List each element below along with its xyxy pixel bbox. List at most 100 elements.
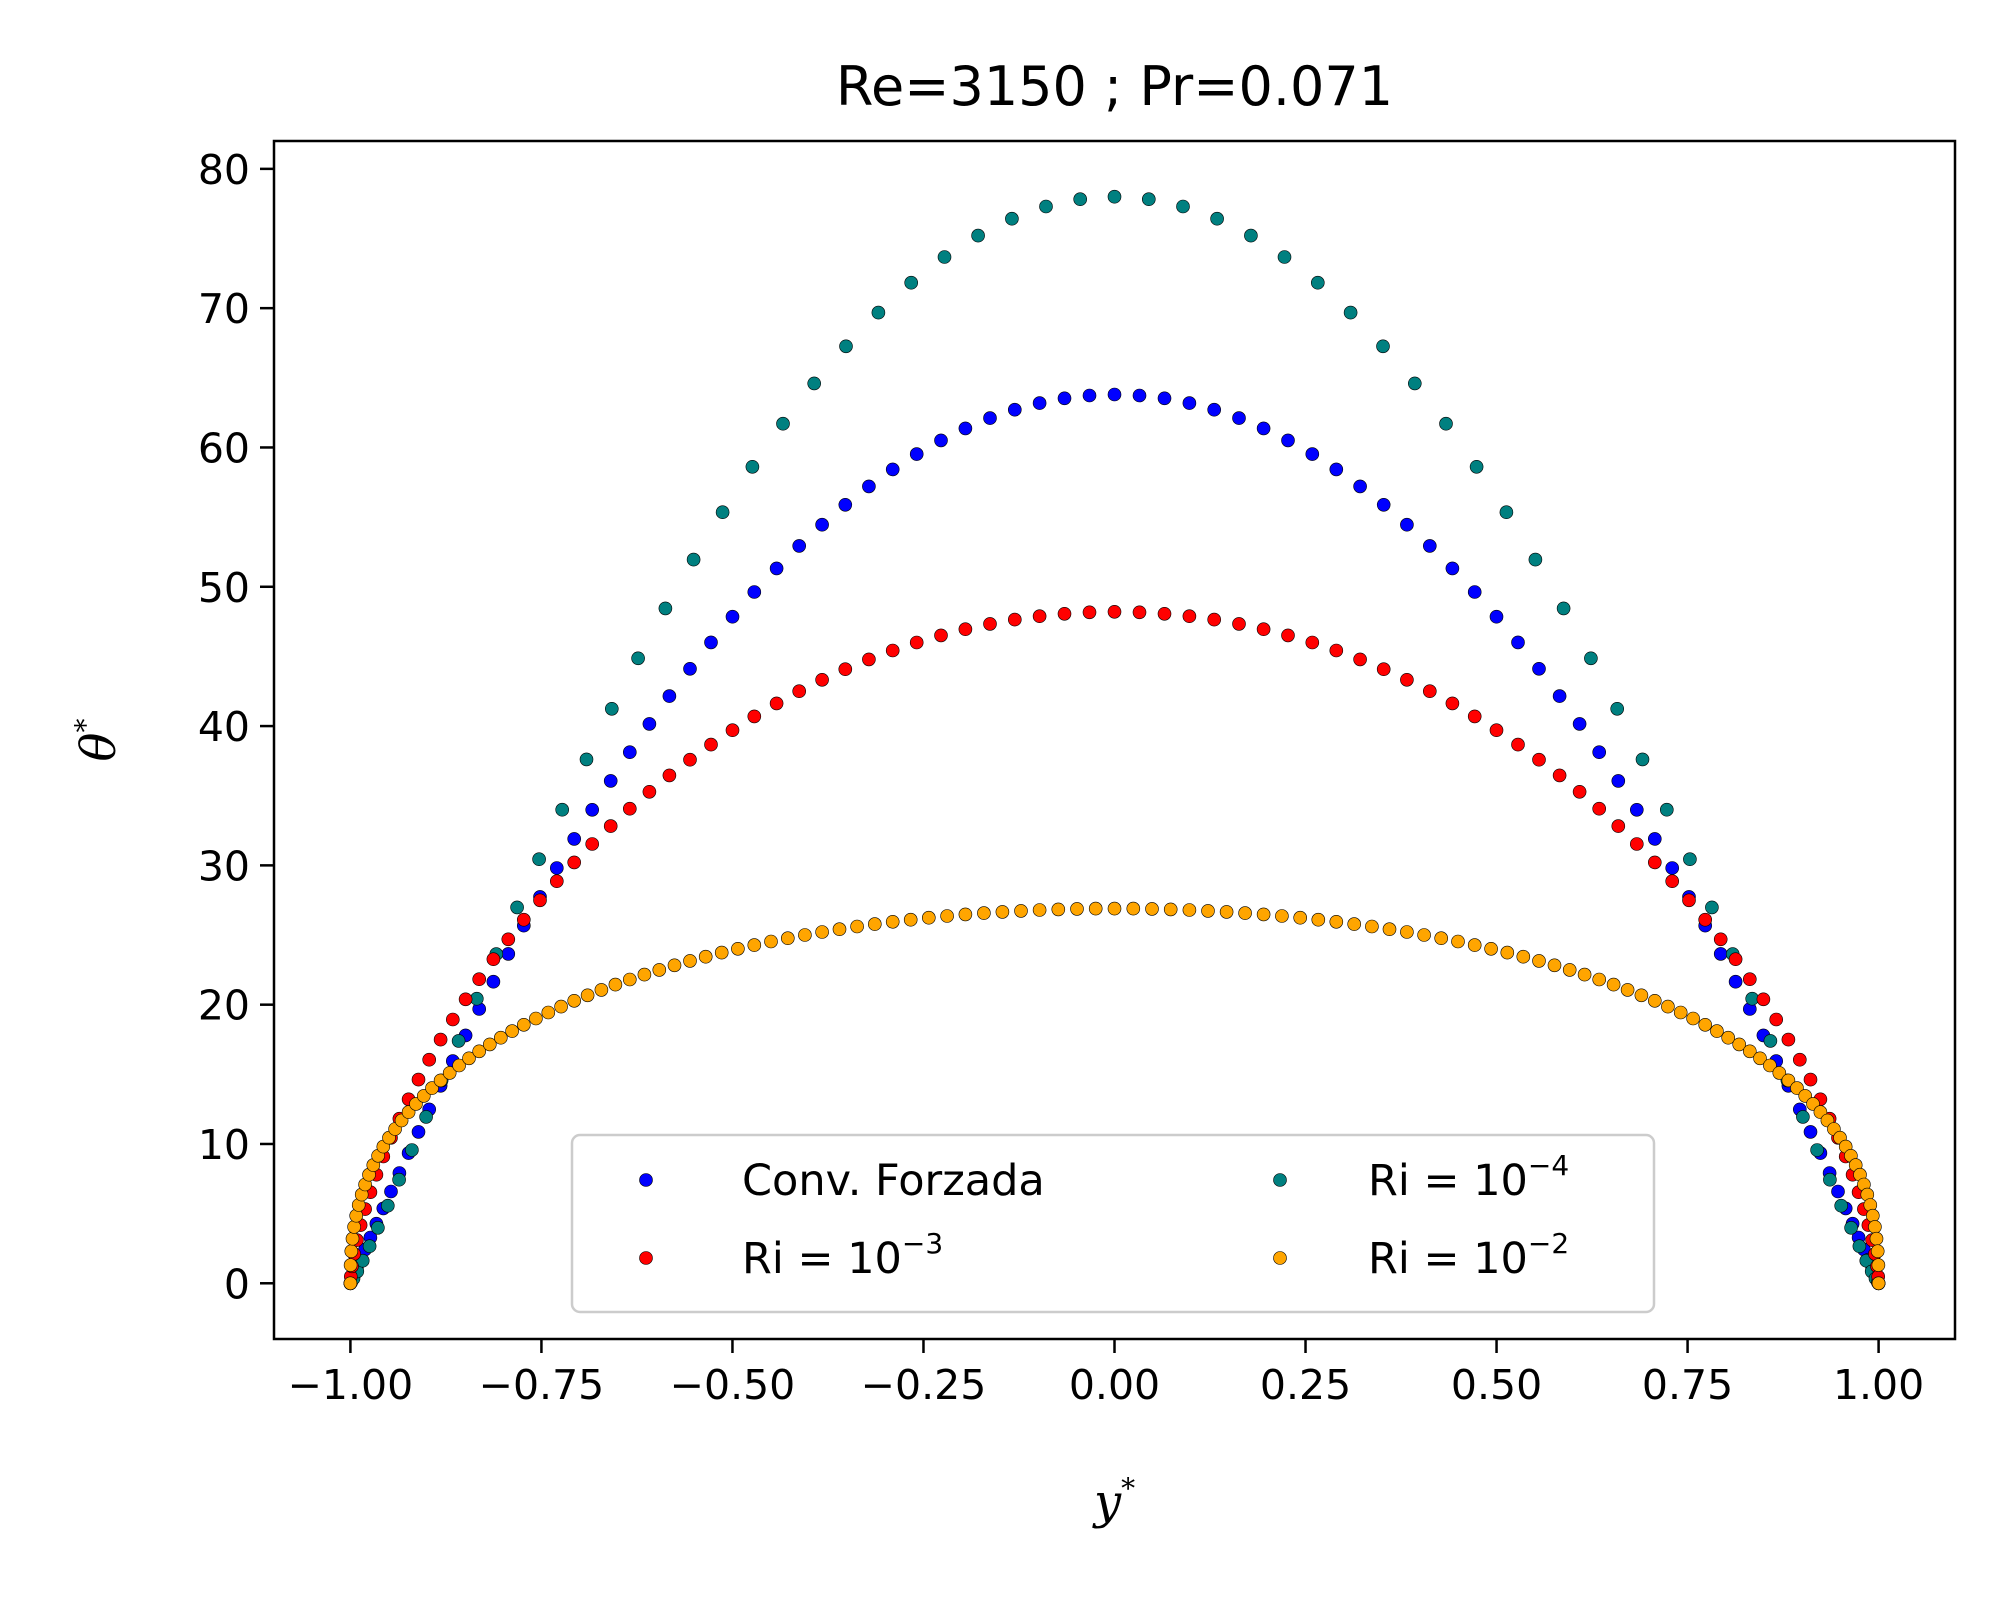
data-point bbox=[1660, 802, 1674, 817]
data-point bbox=[862, 479, 876, 494]
data-point bbox=[1014, 904, 1028, 918]
data-point bbox=[585, 837, 600, 851]
legend-label: Ri = 10−3 bbox=[742, 1227, 943, 1284]
data-point bbox=[1606, 977, 1621, 992]
data-point bbox=[505, 1024, 519, 1038]
data-point bbox=[1467, 585, 1482, 599]
y-tick-label: 50 bbox=[198, 564, 250, 612]
data-point bbox=[747, 938, 762, 952]
data-point bbox=[1210, 211, 1224, 226]
data-point bbox=[501, 932, 516, 947]
data-point bbox=[764, 934, 778, 949]
legend-label-base: Ri = 10 bbox=[1368, 1234, 1528, 1284]
data-point bbox=[1201, 904, 1215, 918]
data-point bbox=[345, 1231, 360, 1246]
data-point bbox=[1665, 874, 1679, 889]
data-point bbox=[1528, 552, 1543, 567]
data-point bbox=[529, 1011, 543, 1026]
data-point bbox=[1683, 852, 1697, 867]
data-point bbox=[1772, 1066, 1787, 1080]
data-point bbox=[1620, 983, 1635, 997]
data-point bbox=[1126, 901, 1141, 916]
legend-marker bbox=[639, 1251, 653, 1265]
data-point bbox=[1698, 1018, 1712, 1032]
data-point bbox=[867, 917, 882, 931]
data-point bbox=[731, 941, 745, 956]
data-point bbox=[1145, 902, 1159, 916]
data-point bbox=[501, 947, 516, 961]
data-point bbox=[1157, 606, 1172, 621]
data-point bbox=[1728, 974, 1743, 989]
data-point bbox=[1793, 1052, 1807, 1067]
data-point bbox=[452, 1058, 466, 1073]
data-point bbox=[1107, 604, 1122, 619]
data-point bbox=[1871, 1258, 1886, 1272]
data-point bbox=[1347, 917, 1361, 931]
data-point bbox=[1408, 376, 1422, 391]
data-point bbox=[1445, 561, 1460, 576]
data-point bbox=[1682, 893, 1696, 908]
data-points bbox=[343, 189, 1886, 1291]
data-point bbox=[343, 1258, 358, 1272]
data-point bbox=[1182, 609, 1197, 624]
legend-marker bbox=[639, 1173, 653, 1187]
series-1-points bbox=[343, 189, 1886, 1291]
data-point bbox=[1803, 1125, 1818, 1139]
data-point bbox=[1311, 912, 1326, 927]
data-point bbox=[1728, 952, 1743, 967]
data-point bbox=[1592, 801, 1606, 816]
chart-title: Re=3150 ; Pr=0.071 bbox=[836, 55, 1393, 118]
data-point bbox=[934, 628, 948, 643]
data-point bbox=[1577, 967, 1592, 982]
data-point bbox=[622, 801, 637, 816]
data-point bbox=[1610, 701, 1624, 716]
data-point bbox=[1698, 912, 1712, 927]
data-point bbox=[458, 992, 473, 1007]
data-point bbox=[1107, 901, 1122, 916]
data-point bbox=[904, 275, 919, 290]
data-point bbox=[411, 1072, 426, 1087]
data-point bbox=[1032, 396, 1047, 410]
data-point bbox=[662, 689, 677, 703]
data-point bbox=[839, 339, 853, 354]
data-point bbox=[1073, 192, 1087, 206]
data-point bbox=[871, 305, 886, 320]
legend-marker bbox=[1273, 1173, 1287, 1187]
data-point bbox=[1305, 635, 1320, 650]
data-point bbox=[1070, 902, 1084, 916]
data-point bbox=[838, 662, 853, 677]
data-point bbox=[603, 819, 618, 833]
data-point bbox=[1499, 505, 1514, 520]
data-point bbox=[1423, 539, 1437, 553]
data-point bbox=[1088, 901, 1103, 916]
data-point bbox=[1275, 909, 1289, 923]
data-point bbox=[594, 983, 609, 997]
data-point bbox=[769, 696, 784, 711]
data-point bbox=[1753, 1051, 1767, 1066]
data-point bbox=[885, 462, 900, 477]
data-point bbox=[715, 505, 730, 520]
data-point bbox=[1630, 802, 1644, 817]
data-point bbox=[380, 1198, 395, 1213]
data-point bbox=[1376, 662, 1391, 677]
data-point bbox=[1635, 752, 1650, 767]
data-point bbox=[1484, 941, 1498, 956]
data-point bbox=[769, 561, 784, 576]
data-point bbox=[934, 433, 948, 448]
data-point bbox=[1256, 622, 1271, 637]
data-point bbox=[909, 447, 924, 461]
data-point bbox=[838, 497, 853, 512]
data-point bbox=[1705, 900, 1719, 915]
data-point bbox=[995, 905, 1010, 919]
legend-label-base: Conv. Forzada bbox=[742, 1156, 1045, 1206]
legend-entry: Conv. Forzada bbox=[639, 1156, 1045, 1206]
data-point bbox=[1584, 651, 1598, 666]
data-point bbox=[1532, 954, 1546, 968]
data-point bbox=[714, 945, 729, 960]
data-point bbox=[1451, 934, 1465, 949]
data-point bbox=[1673, 1005, 1688, 1020]
data-point bbox=[344, 1244, 359, 1258]
y-axis: 0 10 20 30 40 50 60 70 80 bbox=[198, 146, 274, 1308]
legend-marker bbox=[1273, 1251, 1287, 1265]
